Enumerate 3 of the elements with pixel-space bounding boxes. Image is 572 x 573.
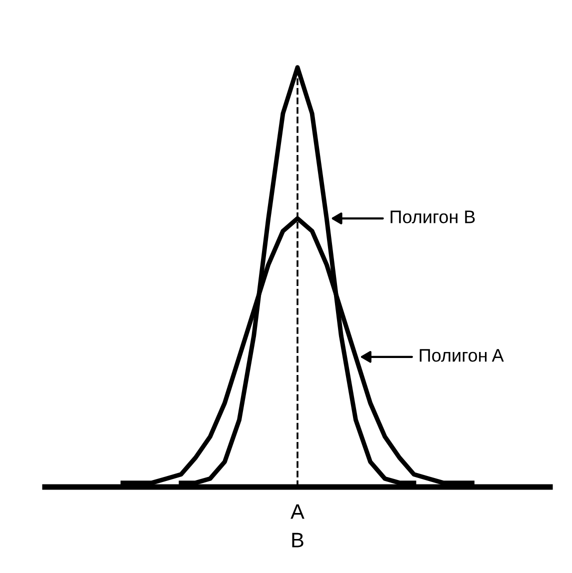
legend-label: Полигон B (390, 210, 475, 224)
legend-label: Полигон A (420, 349, 504, 362)
text: A B (290, 504, 304, 548)
